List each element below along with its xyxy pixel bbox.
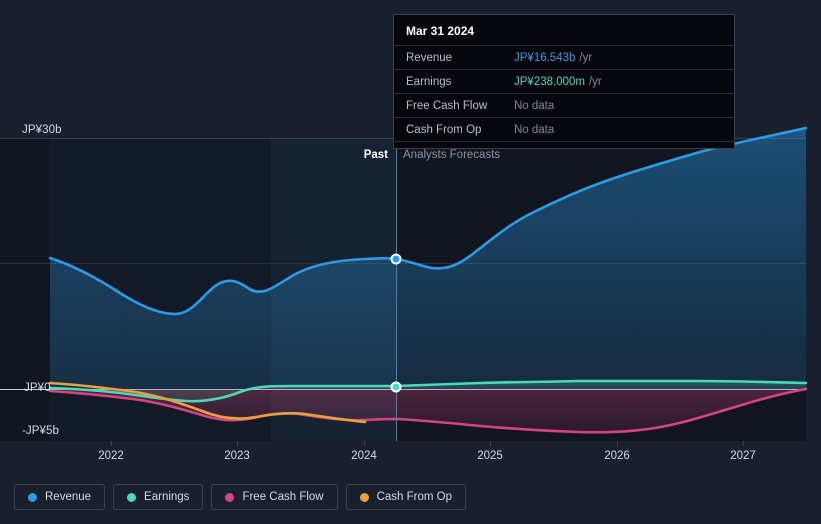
past-label: Past [363, 149, 388, 161]
tooltip-date: Mar 31 2024 [406, 24, 475, 38]
tooltip-key-cash-from-op: Cash From Op [406, 123, 482, 136]
legend-label-free-cash-flow: Free Cash Flow [242, 491, 324, 503]
x-tick-2027 [743, 441, 744, 446]
chart-legend: Revenue Earnings Free Cash Flow Cash Fro… [14, 484, 467, 510]
x-axis-label-2027: 2027 [730, 450, 756, 462]
legend-item-earnings[interactable]: Earnings [113, 484, 204, 510]
tooltip-row-free-cash-flow: Free Cash Flow No data [394, 93, 734, 117]
tooltip-key-revenue: Revenue [406, 51, 453, 64]
x-tick-2026 [617, 441, 618, 446]
y-axis-label-top: JP¥30b [22, 124, 62, 136]
free-cash-flow-dot-icon [225, 492, 235, 502]
revenue-dot-icon [28, 492, 37, 502]
x-axis-label-2024: 2024 [351, 450, 377, 462]
x-axis-label-2023: 2023 [224, 450, 250, 462]
cash-from-op-dot-icon [359, 492, 369, 502]
legend-label-cash-from-op: Cash From Op [376, 491, 453, 503]
x-tick-2022 [111, 441, 112, 446]
free-cash-flow-line [48, 387, 808, 434]
earnings-line [48, 379, 808, 403]
tooltip-key-free-cash-flow: Free Cash Flow [406, 99, 488, 112]
tooltip-unit-revenue: /yr [579, 51, 593, 64]
earnings-dot-icon [127, 492, 137, 502]
x-axis-label-2025: 2025 [477, 450, 503, 462]
analysts-forecasts-label: Analysts Forecasts [403, 149, 501, 161]
tooltip-value-earnings: JP¥238.000m [514, 75, 585, 88]
tooltip-row-revenue: Revenue JP¥16.543b /yr [394, 45, 734, 69]
y-axis-label-zero: JP¥0 [24, 382, 51, 394]
x-tick-2025 [490, 441, 491, 446]
forecast-divider [396, 138, 397, 441]
earnings-area [50, 381, 806, 402]
tooltip-value-cash-from-op: No data [514, 123, 555, 136]
x-axis-label-2022: 2022 [98, 450, 124, 462]
tooltip-key-earnings: Earnings [406, 75, 452, 88]
tooltip-value-revenue: JP¥16.543b [514, 51, 576, 64]
cash-from-op-line [48, 381, 367, 424]
data-tooltip: Mar 31 2024 Revenue JP¥16.543b /yr Earni… [393, 14, 735, 149]
plot-area [0, 126, 808, 441]
tooltip-unit-earnings: /yr [588, 75, 602, 88]
tooltip-row-cash-from-op: Cash From Op No data [394, 117, 734, 141]
legend-label-revenue: Revenue [45, 491, 92, 503]
legend-item-revenue[interactable]: Revenue [14, 484, 106, 510]
legend-label-earnings: Earnings [144, 491, 190, 503]
tooltip-row-earnings: Earnings JP¥238.000m /yr [394, 69, 734, 93]
legend-item-cash-from-op[interactable]: Cash From Op [345, 484, 467, 510]
series-layer [48, 126, 808, 434]
free-cash-flow-area [50, 389, 806, 433]
revenue-data-marker[interactable] [390, 253, 402, 265]
tooltip-footer [394, 141, 734, 148]
x-tick-2024 [364, 441, 365, 446]
tooltip-value-free-cash-flow: No data [514, 99, 555, 112]
x-axis-label-2026: 2026 [604, 450, 630, 462]
legend-item-free-cash-flow[interactable]: Free Cash Flow [211, 484, 338, 510]
y-axis-label-bottom: -JP¥5b [22, 425, 60, 437]
earnings-data-marker[interactable] [390, 381, 402, 393]
x-tick-2023 [237, 441, 238, 446]
revenue-area [50, 128, 806, 389]
